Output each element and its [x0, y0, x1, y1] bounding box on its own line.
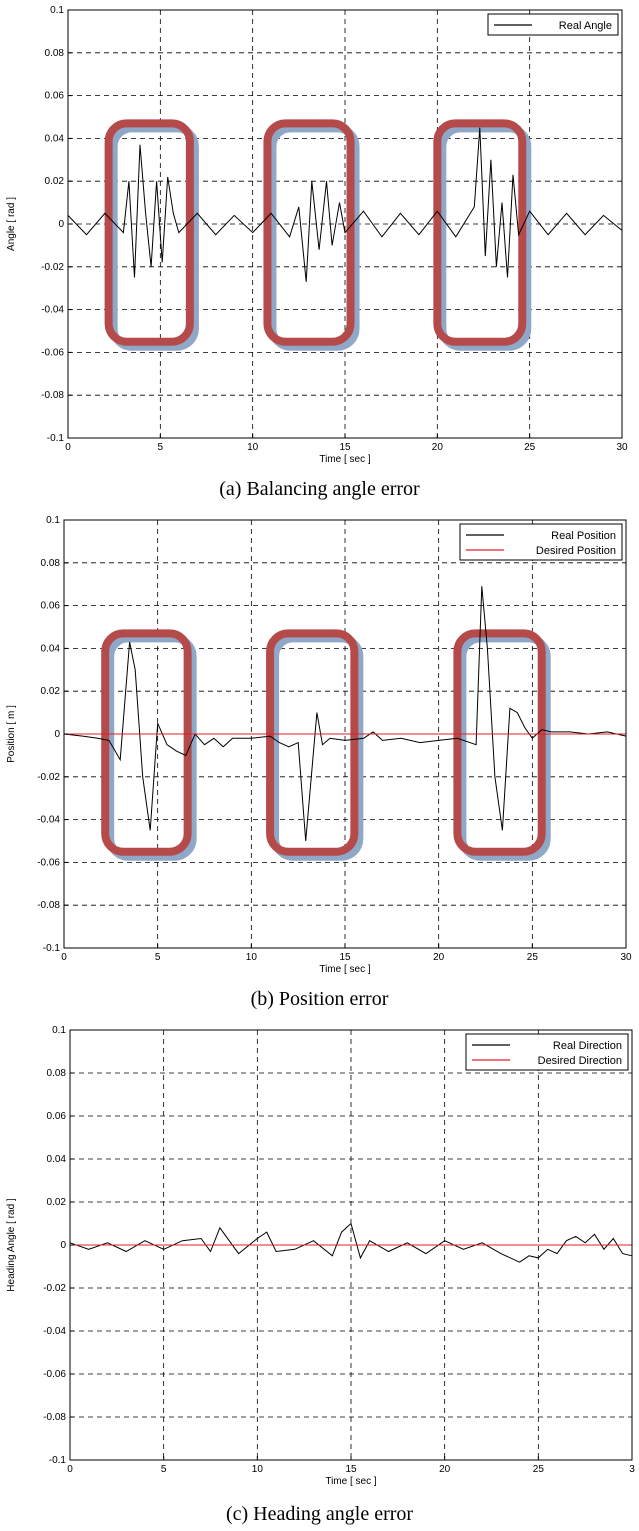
legend-box: [487, 13, 619, 36]
x-tick-label: 20: [433, 952, 445, 963]
x-tick-label: 10: [246, 952, 258, 963]
caption-balancing-angle: (a) Balancing angle error: [219, 478, 420, 500]
y-tick-label: -0.06: [43, 1369, 66, 1380]
y-axis-label: Heading Angle [ rad ]: [6, 1198, 17, 1292]
panel-position: 0 5 10 15 20 25 30 0.1 0.08 0.06 0.04 0.02 0 -0.02 -0.…: [0, 510, 639, 1020]
x-tick-label: 25: [524, 442, 536, 453]
y-tick-label: 0.02: [41, 686, 61, 697]
x-tick-label: 0: [67, 1464, 73, 1475]
legend-box: [465, 1033, 629, 1071]
highlight-shadow: [109, 124, 199, 351]
y-tick-label: -0.04: [41, 305, 64, 316]
x-tick-label: 0: [61, 952, 67, 963]
highlight-window: [433, 119, 527, 346]
x-axis-label: Time [ sec ]: [319, 454, 371, 465]
highlight-shadow: [438, 124, 532, 351]
highlight-window: [104, 119, 194, 346]
legend-label: Desired Direction: [538, 1055, 622, 1067]
caption-position: (b) Position error: [250, 988, 389, 1010]
y-tick-label: 0.04: [41, 643, 61, 654]
y-tick-label: -0.06: [41, 347, 64, 358]
panel-balancing-angle: 0 5 10 15 20 25 30 0.1 0.08 0.06 0.04 0.02 0 -0.02 -0.…: [0, 0, 639, 510]
y-tick-label: 0.02: [45, 176, 65, 187]
y-tick-label: -0.04: [43, 1326, 66, 1337]
y-tick-label: -0.02: [41, 262, 64, 273]
y-tick-label: 0.08: [47, 1068, 67, 1079]
y-tick-label: 0.06: [41, 601, 61, 612]
y-tick-label: 0.08: [41, 558, 61, 569]
y-tick-label: -0.08: [37, 900, 60, 911]
chart-position: 0 5 10 15 20 25 30 0.1 0.08 0.06 0.04 0.02 0 -0.02 -0.…: [6, 515, 632, 975]
x-axis-label: Time [ sec ]: [319, 964, 371, 975]
highlight-shadow: [268, 124, 360, 351]
y-tick-label: -0.1: [43, 943, 61, 954]
x-tick-label: 25: [527, 952, 539, 963]
x-tick-label: 5: [158, 442, 164, 453]
y-tick-label: 0.1: [50, 5, 64, 16]
legend-box: [459, 523, 623, 561]
x-tick-label: 10: [252, 1464, 264, 1475]
x-tick-label: 25: [533, 1464, 545, 1475]
highlight-window: [453, 629, 546, 856]
x-tick-label: 10: [247, 442, 259, 453]
y-tick-label: -0.02: [37, 772, 60, 783]
highlight-shadow: [271, 634, 364, 861]
x-tick-label: 30: [620, 952, 632, 963]
y-tick-label: -0.06: [37, 857, 60, 868]
chart-heading-angle: 0 5 10 15 20 25 3 0.1 0.08 0.06 0.04 0.02 0 -0.02 -0.0…: [6, 1025, 635, 1487]
x-tick-label: 30: [616, 442, 628, 453]
y-tick-label: -0.1: [47, 433, 65, 444]
y-axis-label: Position [ m ]: [6, 705, 17, 763]
y-tick-label: 0: [54, 729, 60, 740]
legend-label: Real Angle: [559, 20, 612, 32]
x-tick-label: 15: [345, 1464, 357, 1475]
x-tick-label: 15: [339, 442, 351, 453]
y-tick-label: -0.08: [43, 1412, 66, 1423]
x-axis-label: Time [ sec ]: [325, 1476, 377, 1487]
y-tick-label: 0: [58, 219, 64, 230]
y-tick-label: 0: [60, 1240, 66, 1251]
highlight-shadow: [106, 634, 197, 861]
y-axis-label: Angle [ rad ]: [6, 197, 17, 251]
y-tick-label: -0.04: [37, 815, 60, 826]
legend-label: Desired Position: [536, 545, 616, 557]
x-tick-label: 0: [65, 442, 71, 453]
y-tick-label: -0.02: [43, 1283, 66, 1294]
chart-balancing-angle: 0 5 10 15 20 25 30 0.1 0.08 0.06 0.04 0.02 0 -0.02 -0.…: [6, 5, 628, 465]
y-tick-label: 0.04: [45, 133, 65, 144]
y-tick-label: 0.1: [46, 515, 60, 526]
y-tick-label: -0.1: [49, 1455, 67, 1466]
legend-label: Real Direction: [553, 1040, 622, 1052]
x-tick-label: 5: [161, 1464, 167, 1475]
x-tick-label: 20: [432, 442, 444, 453]
highlight-shadow: [458, 634, 551, 861]
highlight-window: [266, 629, 359, 856]
x-tick-label: 5: [155, 952, 161, 963]
caption-heading-angle: (c) Heading angle error: [225, 1503, 414, 1525]
y-tick-label: 0.06: [45, 91, 65, 102]
y-tick-label: 0.04: [47, 1154, 67, 1165]
x-tick-label: 3: [629, 1464, 635, 1475]
series-line: [69, 1222, 633, 1263]
x-tick-label: 20: [439, 1464, 451, 1475]
highlight-window: [263, 119, 355, 346]
grid: [64, 520, 626, 948]
x-tick-label: 15: [339, 952, 351, 963]
panel-heading-angle: 0 5 10 15 20 25 3 0.1 0.08 0.06 0.04 0.02 0 -0.02 -0.0…: [0, 1020, 639, 1531]
y-tick-label: 0.06: [47, 1111, 67, 1122]
series-line: [63, 586, 627, 842]
highlight-window: [101, 629, 192, 856]
legend-label: Real Position: [551, 530, 616, 542]
y-tick-label: -0.08: [41, 390, 64, 401]
y-tick-label: 0.1: [52, 1025, 66, 1036]
series-line: [67, 127, 623, 282]
y-tick-label: 0.02: [47, 1197, 67, 1208]
y-tick-label: 0.08: [45, 48, 65, 59]
